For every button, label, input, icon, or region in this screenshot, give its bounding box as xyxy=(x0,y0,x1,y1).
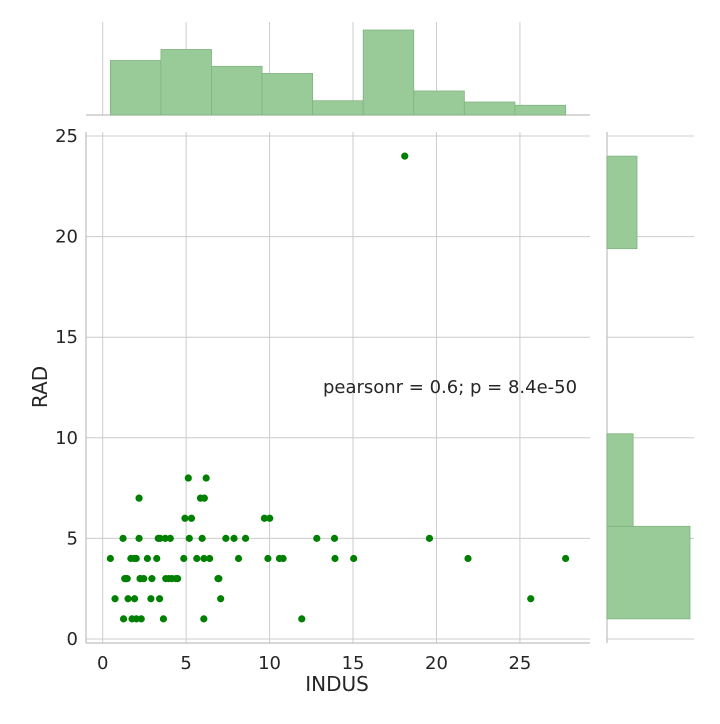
data-point xyxy=(161,534,169,542)
scatter-points xyxy=(106,152,570,623)
data-point xyxy=(193,554,201,563)
data-point xyxy=(132,554,140,563)
data-point xyxy=(234,554,243,563)
data-point xyxy=(156,534,164,542)
y-hist-bar xyxy=(606,155,638,250)
data-point xyxy=(331,554,339,563)
pearsonr-annotation: pearsonr = 0.6; p = 8.4e-50 xyxy=(323,377,577,398)
data-point xyxy=(222,534,230,542)
y-marginal-histogram xyxy=(606,155,691,620)
data-point xyxy=(123,575,131,583)
data-point xyxy=(184,474,192,482)
y-tick-label: 15 xyxy=(55,327,78,348)
x-tick-label: 5 xyxy=(180,653,191,674)
data-point xyxy=(140,575,148,583)
tick-labels: 0 5 10 15 20 25 0 5 10 15 20 25 xyxy=(55,126,531,674)
x-axis-label: INDUS xyxy=(305,672,369,696)
data-point xyxy=(166,534,174,542)
x-hist-bar xyxy=(160,49,212,116)
y-axis-label: RAD xyxy=(28,366,52,408)
data-point xyxy=(143,554,152,563)
data-point xyxy=(266,514,274,522)
x-hist-bar xyxy=(362,29,415,116)
data-point xyxy=(260,514,269,522)
x-hist-bar xyxy=(261,73,314,116)
data-point xyxy=(185,534,193,542)
data-point xyxy=(200,615,208,623)
x-tick-label: 25 xyxy=(508,653,531,674)
data-point xyxy=(527,595,535,603)
y-tick-label: 5 xyxy=(67,528,78,549)
data-point xyxy=(401,152,409,160)
x-tick-label: 15 xyxy=(342,653,365,674)
data-point xyxy=(350,554,358,563)
x-tick-label: 0 xyxy=(97,653,108,674)
data-point xyxy=(215,575,223,583)
y-tick-label: 0 xyxy=(67,629,78,650)
data-point xyxy=(217,595,225,603)
data-point xyxy=(135,494,143,502)
x-marginal-histogram xyxy=(109,29,567,116)
data-point xyxy=(562,554,570,563)
data-point xyxy=(119,534,127,542)
data-point xyxy=(187,514,196,522)
data-point xyxy=(153,554,161,563)
data-point xyxy=(137,615,145,623)
data-point xyxy=(148,575,156,583)
data-point xyxy=(425,534,434,542)
data-point xyxy=(135,534,143,542)
data-point xyxy=(206,554,214,563)
x-hist-bar xyxy=(312,100,364,116)
data-point xyxy=(159,615,168,623)
data-point xyxy=(180,554,188,563)
x-hist-bar xyxy=(463,101,516,116)
y-tick-label: 25 xyxy=(55,126,78,147)
x-hist-bar xyxy=(109,60,162,116)
x-tick-label: 20 xyxy=(425,653,448,674)
data-point xyxy=(264,554,272,563)
data-point xyxy=(464,554,472,563)
data-point xyxy=(200,494,208,502)
x-hist-bar xyxy=(413,90,465,116)
data-point xyxy=(119,615,128,623)
data-point xyxy=(279,554,287,563)
x-tick-label: 10 xyxy=(258,653,281,674)
data-point xyxy=(130,595,139,603)
data-point xyxy=(174,575,182,583)
data-point xyxy=(330,534,339,542)
data-point xyxy=(198,534,206,542)
y-tick-label: 20 xyxy=(55,227,78,248)
data-point xyxy=(147,595,155,603)
data-point xyxy=(111,595,119,603)
data-point xyxy=(241,534,250,542)
y-tick-label: 10 xyxy=(55,428,78,449)
data-point xyxy=(181,514,189,522)
data-point xyxy=(313,534,321,542)
data-point xyxy=(230,534,238,542)
y-hist-bar xyxy=(606,525,691,620)
y-hist-bar xyxy=(606,433,634,527)
data-point xyxy=(202,474,210,482)
data-point xyxy=(124,595,132,603)
data-point xyxy=(106,554,114,563)
x-hist-bar xyxy=(211,65,263,116)
x-hist-bar xyxy=(514,104,567,116)
data-point xyxy=(298,615,306,623)
data-point xyxy=(155,595,164,603)
data-point xyxy=(200,554,208,563)
